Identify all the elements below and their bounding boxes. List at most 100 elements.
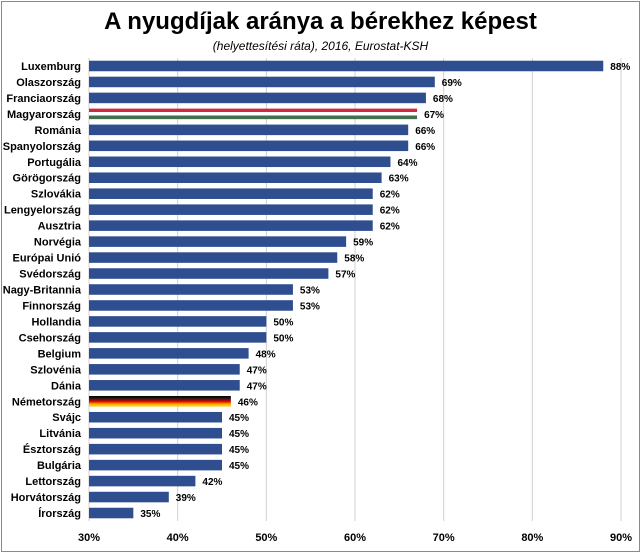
category-label-luxemburg: Luxemburg bbox=[21, 61, 81, 73]
category-label-nemetorszag: Németország bbox=[12, 396, 81, 408]
bar-gorogorszag bbox=[89, 172, 382, 184]
bar-horvatorszag bbox=[89, 491, 169, 503]
category-label-franciaorszag: Franciaország bbox=[6, 93, 81, 105]
category-label-ausztria: Ausztria bbox=[38, 221, 82, 233]
category-label-bulgaria: Bulgária bbox=[37, 460, 82, 472]
category-label-norvegia: Norvégia bbox=[34, 237, 82, 249]
value-labels: 88% 69% 68% 67% 66% 66% 64% 63% 62% 62% 62% 59% 58% 5… bbox=[140, 62, 630, 520]
bar-dania bbox=[89, 380, 240, 391]
x-tick-90: 90% bbox=[610, 532, 632, 544]
value-label-nemetorszag: 46% bbox=[238, 397, 258, 408]
x-tick-50: 50% bbox=[255, 532, 277, 544]
bar-esztorszag bbox=[89, 443, 222, 455]
bar-luxemburg bbox=[89, 60, 604, 72]
value-label-romania: 66% bbox=[415, 126, 435, 137]
bar-csehorszag bbox=[89, 332, 267, 343]
bar-franciaorszag bbox=[89, 92, 426, 104]
category-labels: Luxemburg Olaszország Franciaország Magyaro… bbox=[3, 61, 82, 520]
x-axis-ticks: 30% 40% 50% 60% 70% 80% 90% bbox=[78, 532, 632, 544]
bar-spanyolorszag bbox=[89, 140, 409, 152]
value-label-finnorszag: 53% bbox=[300, 301, 320, 312]
value-label-svajc: 45% bbox=[229, 413, 249, 424]
bar-svajc bbox=[89, 411, 222, 423]
category-label-irorszag: Írország bbox=[38, 507, 81, 520]
bar-belgium bbox=[89, 348, 249, 359]
category-label-spanyolorszag: Spanyolország bbox=[3, 141, 81, 153]
bar-portugalia bbox=[89, 156, 391, 168]
value-label-belgium: 48% bbox=[256, 349, 276, 360]
x-tick-60: 60% bbox=[344, 532, 366, 544]
bar-szlovenia bbox=[89, 364, 240, 375]
category-label-finnorszag: Finnország bbox=[22, 300, 81, 312]
value-label-norvegia: 59% bbox=[353, 238, 373, 249]
value-label-esztorszag: 45% bbox=[229, 445, 249, 456]
value-label-svedorszag: 57% bbox=[335, 270, 355, 281]
category-label-gorogorszag: Görögország bbox=[13, 173, 81, 185]
x-tick-30: 30% bbox=[78, 532, 100, 544]
value-label-hollandia: 50% bbox=[273, 317, 293, 328]
category-label-lettorszag: Lettország bbox=[25, 476, 81, 488]
value-label-luxemburg: 88% bbox=[610, 62, 630, 73]
bar-nemetorszag bbox=[89, 395, 231, 407]
x-tick-40: 40% bbox=[167, 532, 189, 544]
x-tick-70: 70% bbox=[433, 532, 455, 544]
value-label-lettorszag: 42% bbox=[202, 477, 222, 488]
bar-norvegia bbox=[89, 236, 347, 247]
chart-title: A nyugdíjak aránya a bérekhez képest bbox=[104, 8, 537, 35]
category-label-belgium: Belgium bbox=[38, 348, 82, 360]
category-label-magyarorszag: Magyarország bbox=[7, 109, 81, 121]
bar-lettorszag bbox=[89, 475, 196, 487]
value-label-litvania: 45% bbox=[229, 429, 249, 440]
category-label-csehorszag: Csehország bbox=[19, 332, 81, 344]
bar-nagy-britannia bbox=[89, 284, 293, 295]
category-label-szlovakia: Szlovákia bbox=[31, 189, 82, 201]
bar-magyarorszag bbox=[89, 108, 418, 120]
value-label-portugalia: 64% bbox=[397, 158, 417, 169]
value-label-olaszorszag: 69% bbox=[442, 78, 462, 89]
value-label-spanyolorszag: 66% bbox=[415, 142, 435, 153]
category-label-portugalia: Portugália bbox=[27, 157, 82, 169]
value-label-lengyelorszag: 62% bbox=[380, 206, 400, 217]
gridlines bbox=[88, 58, 622, 521]
bar-svedorszag bbox=[89, 268, 329, 279]
value-label-csehorszag: 50% bbox=[273, 333, 293, 344]
category-label-nagy-britannia: Nagy-Britannia bbox=[3, 285, 82, 297]
value-label-franciaorszag: 68% bbox=[433, 94, 453, 105]
value-label-horvatorszag: 39% bbox=[176, 493, 196, 504]
value-label-szlovenia: 47% bbox=[247, 365, 267, 376]
value-label-dania: 47% bbox=[247, 381, 267, 392]
value-label-nagy-britannia: 53% bbox=[300, 286, 320, 297]
bar-bulgaria bbox=[89, 459, 222, 471]
value-label-ausztria: 62% bbox=[380, 222, 400, 233]
bar-hollandia bbox=[89, 316, 267, 327]
category-label-svedorszag: Svédország bbox=[19, 269, 81, 281]
value-label-magyarorszag: 67% bbox=[424, 110, 444, 121]
bars bbox=[89, 60, 604, 519]
bar-lengyelorszag bbox=[89, 204, 373, 215]
value-label-irorszag: 35% bbox=[140, 509, 160, 520]
value-label-bulgaria: 45% bbox=[229, 461, 249, 472]
bar-finnorszag bbox=[89, 300, 293, 311]
bar-romania bbox=[89, 124, 409, 136]
value-label-europai-unio: 58% bbox=[344, 254, 364, 265]
category-label-litvania: Litvánia bbox=[39, 428, 81, 440]
category-label-svajc: Svájc bbox=[52, 412, 81, 424]
bar-europai-unio bbox=[89, 252, 338, 263]
category-label-lengyelorszag: Lengyelország bbox=[4, 205, 81, 217]
value-label-szlovakia: 62% bbox=[380, 190, 400, 201]
bar-litvania bbox=[89, 427, 222, 439]
chart-subtitle: (helyettesítési ráta), 2016, Eurostat-KS… bbox=[212, 39, 429, 53]
category-label-hollandia: Hollandia bbox=[31, 316, 81, 328]
bar-szlovakia bbox=[89, 188, 373, 199]
category-label-olaszorszag: Olaszország bbox=[16, 77, 81, 89]
x-tick-80: 80% bbox=[521, 532, 543, 544]
bar-irorszag bbox=[89, 507, 134, 519]
category-label-dania: Dánia bbox=[51, 380, 82, 392]
category-label-romania: Románia bbox=[35, 125, 82, 137]
category-label-horvatorszag: Horvátország bbox=[11, 492, 81, 504]
category-label-europai-unio: Európai Unió bbox=[13, 253, 82, 265]
bar-ausztria bbox=[89, 220, 373, 231]
value-label-gorogorszag: 63% bbox=[389, 174, 409, 185]
bar-olaszorszag bbox=[89, 76, 435, 88]
